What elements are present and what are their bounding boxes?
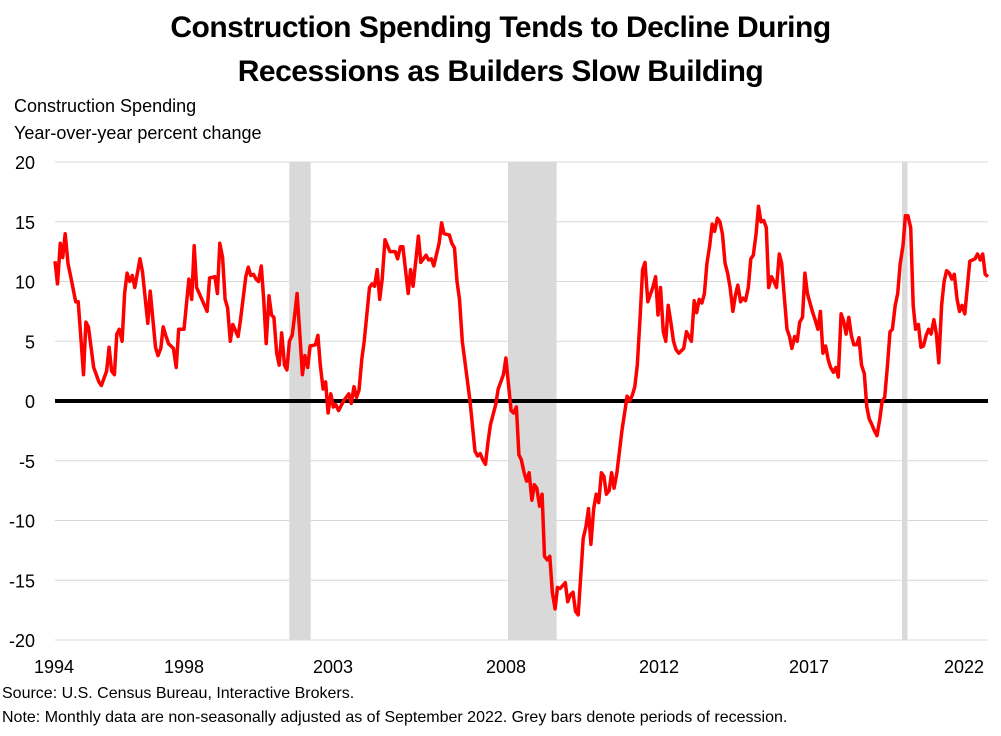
y-tick-label: -20	[9, 631, 35, 651]
y-tick-label: 5	[25, 332, 35, 352]
x-tick-label: 2022	[944, 657, 984, 677]
y-tick-label: -5	[19, 452, 35, 472]
y-axis-label-line-1: Construction Spending	[14, 96, 197, 116]
x-tick-label: 2012	[639, 657, 679, 677]
source-note: Source: U.S. Census Bureau, Interactive …	[2, 685, 355, 702]
y-tick-label: 10	[15, 273, 35, 293]
x-tick-label: 2003	[313, 657, 353, 677]
y-tick-label: 20	[15, 153, 35, 173]
y-tick-label: -10	[9, 512, 35, 532]
x-tick-label: 2017	[789, 657, 829, 677]
chart-title: Construction Spending Tends to Decline D…	[0, 6, 1001, 94]
footnote: Note: Monthly data are non-seasonally ad…	[2, 709, 788, 726]
y-tick-label: -15	[9, 571, 35, 591]
x-tick-labels: 1994 1998 2003 2008 2012 2017 2022	[34, 657, 984, 677]
y-axis-label-line-2: Year-over-year percent change	[14, 123, 262, 143]
y-tick-labels: 20 15 10 5 0 -5 -10 -15 -20	[9, 153, 35, 651]
chart-title-line-1: Construction Spending Tends to Decline D…	[170, 11, 831, 44]
x-tick-label: 1994	[34, 657, 74, 677]
series-lines	[53, 204, 990, 617]
chart-title-line-2: Recessions as Builders Slow Building	[237, 55, 764, 88]
x-tick-label: 2008	[486, 657, 526, 677]
y-tick-label: 0	[25, 392, 35, 412]
y-tick-label: 15	[15, 213, 35, 233]
x-tick-label: 1998	[164, 657, 204, 677]
series-line-construction-spending	[53, 204, 990, 617]
